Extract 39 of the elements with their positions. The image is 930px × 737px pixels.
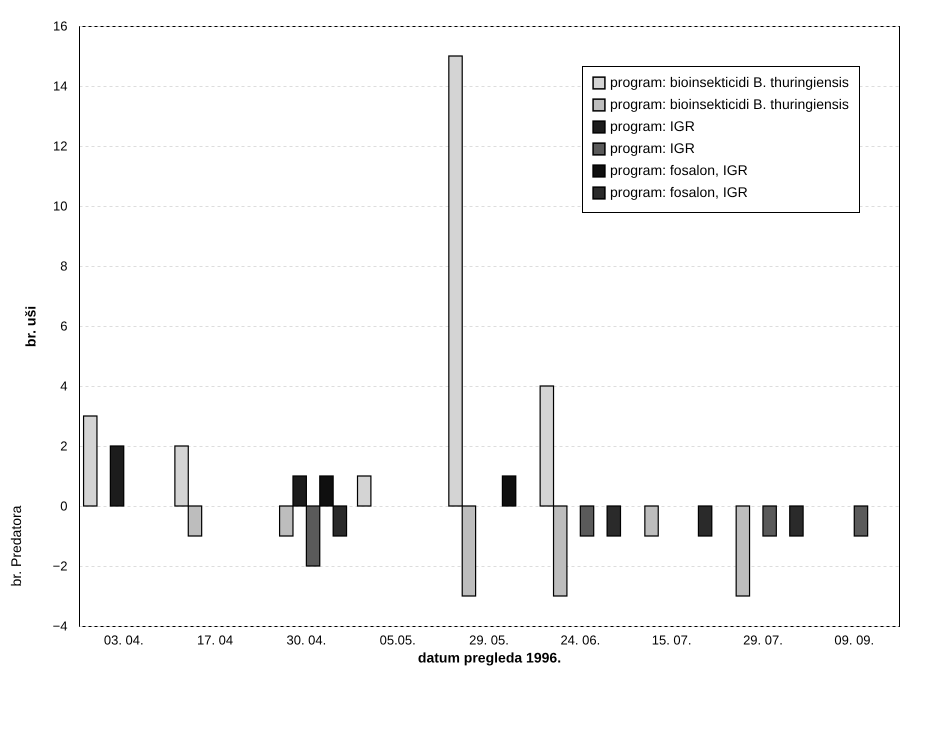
bar [502,475,516,507]
bar [110,445,124,507]
y-tick-label: 6 [60,318,68,334]
y-tick-label: 14 [53,78,68,94]
x-tick-label: 24. 06. [560,632,600,648]
y-tick-label: −4 [52,618,68,634]
bar [606,505,622,537]
y-tick-label: 12 [53,138,68,154]
bar [698,505,712,537]
x-axis-title: datum pregleda 1996. [418,650,562,666]
x-tick-label: 05.05. [380,632,416,648]
text: br. Predatora [8,505,24,586]
x-tick-label: 29. 07. [743,632,783,648]
bar [762,505,777,537]
y-tick-label: 0 [60,498,68,514]
x-tick-label: 30. 04. [286,632,326,648]
y-tick-label: 16 [53,18,68,34]
legend-label: program: IGR [610,140,695,156]
legend-label: program: fosalon, IGR [610,162,748,178]
x-tick-label: 17. 04 [196,632,234,648]
x-tick-label: 03. 04. [104,632,144,648]
y-tick-label: −2 [52,558,68,574]
bar [644,505,659,537]
bar [789,505,804,537]
y-tick-label: 2 [60,438,68,454]
bar [854,505,868,537]
x-tick-label: 09. 09. [834,632,874,648]
legend-label: program: bioinsekticidi B. thuringiensis [610,96,849,112]
y-axis-title: br. uši [22,306,39,348]
legend-label: program: fosalon, IGR [610,184,748,200]
legend-label: program: bioinsekticidi B. thuringiensis [610,74,849,90]
legend-label: program: IGR [610,118,695,134]
y-tick-label: 4 [60,378,68,394]
x-tick-label: 15. 07. [652,632,692,648]
bar [736,505,750,597]
x-tick-label: 29. 05. [469,632,509,648]
y-tick-label: 10 [53,198,68,214]
y-tick-label: 8 [60,258,68,274]
bar [580,505,594,537]
